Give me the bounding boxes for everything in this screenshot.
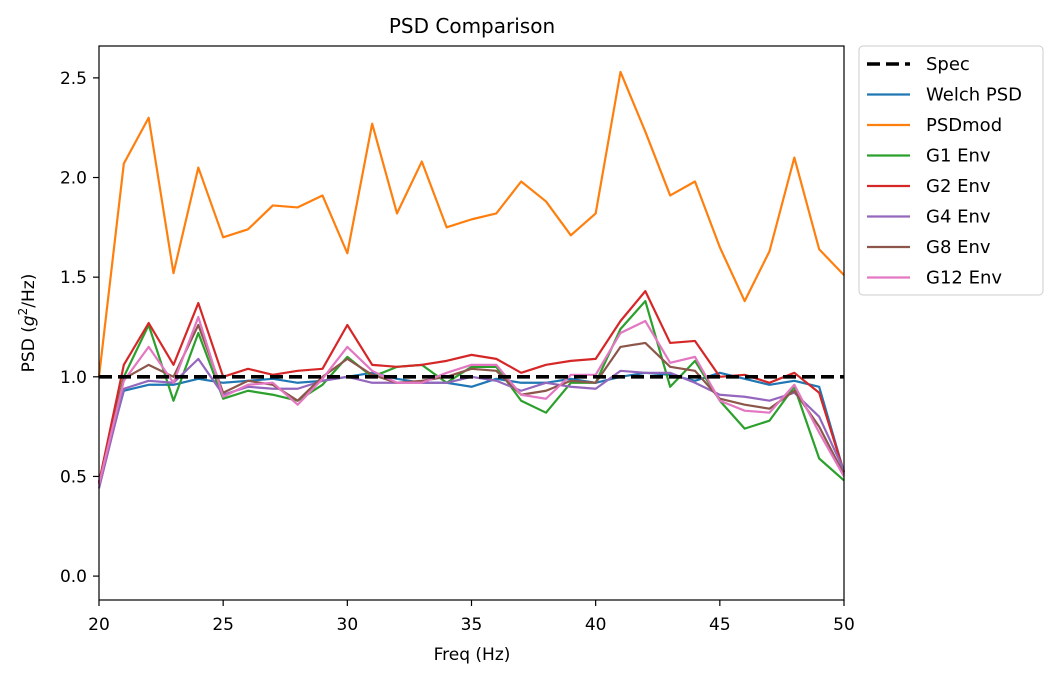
y-tick-label: 0.0 bbox=[60, 567, 87, 587]
legend-label: Welch PSD bbox=[926, 85, 1022, 106]
y-tick-label: 2.5 bbox=[60, 69, 87, 89]
x-axis: 20 25 30 35 40 45 50 bbox=[88, 600, 855, 635]
y-tick-label: 1.0 bbox=[60, 368, 87, 388]
legend: Spec Welch PSD PSDmod G1 Env G2 Env G4 Env G8 … bbox=[858, 45, 1044, 296]
x-tick-label: 25 bbox=[212, 615, 234, 635]
x-tick-label: 30 bbox=[337, 615, 359, 635]
y-axis-title-var: g bbox=[19, 315, 39, 326]
legend-label: G1 Env bbox=[926, 146, 991, 167]
y-tick-label: 0.5 bbox=[60, 467, 87, 487]
plot-frame bbox=[98, 45, 845, 601]
legend-frame bbox=[858, 45, 1044, 296]
y-tick-label: 1.5 bbox=[60, 268, 87, 288]
legend-label: G12 Env bbox=[926, 268, 1002, 289]
series-line-g12-env bbox=[97, 315, 845, 485]
x-tick-label: 40 bbox=[585, 615, 607, 635]
y-axis-title-suffix: /Hz) bbox=[19, 274, 39, 308]
y-axis-title: PSD (g2/Hz) bbox=[16, 274, 39, 373]
series-line-psdmod bbox=[97, 70, 845, 377]
series-line-g1-env bbox=[97, 299, 845, 483]
y-axis-title-prefix: PSD ( bbox=[19, 326, 39, 372]
legend-label: G2 Env bbox=[926, 176, 991, 197]
legend-label: PSDmod bbox=[926, 115, 1002, 136]
x-tick-label: 45 bbox=[709, 615, 731, 635]
legend-label: Spec bbox=[926, 54, 970, 75]
series-line-welch-psd bbox=[97, 371, 846, 483]
plot-area bbox=[97, 45, 846, 601]
y-tick-label: 2.0 bbox=[60, 169, 87, 189]
x-tick-label: 35 bbox=[461, 615, 483, 635]
x-tick-label: 50 bbox=[833, 615, 855, 635]
chart-title: PSD Comparison bbox=[389, 14, 555, 38]
legend-label: G8 Env bbox=[926, 237, 991, 258]
y-axis: 0.0 0.5 1.0 1.5 2.0 2.5 bbox=[60, 69, 99, 587]
legend-entries: Spec Welch PSD PSDmod G1 Env G2 Env G4 Env G8 … bbox=[867, 54, 1022, 289]
legend-label: G4 Env bbox=[926, 207, 991, 228]
series-layer bbox=[97, 70, 846, 489]
x-axis-title: Freq (Hz) bbox=[434, 645, 511, 665]
x-tick-label: 20 bbox=[88, 615, 110, 635]
y-axis-title-sup: 2 bbox=[16, 308, 30, 316]
